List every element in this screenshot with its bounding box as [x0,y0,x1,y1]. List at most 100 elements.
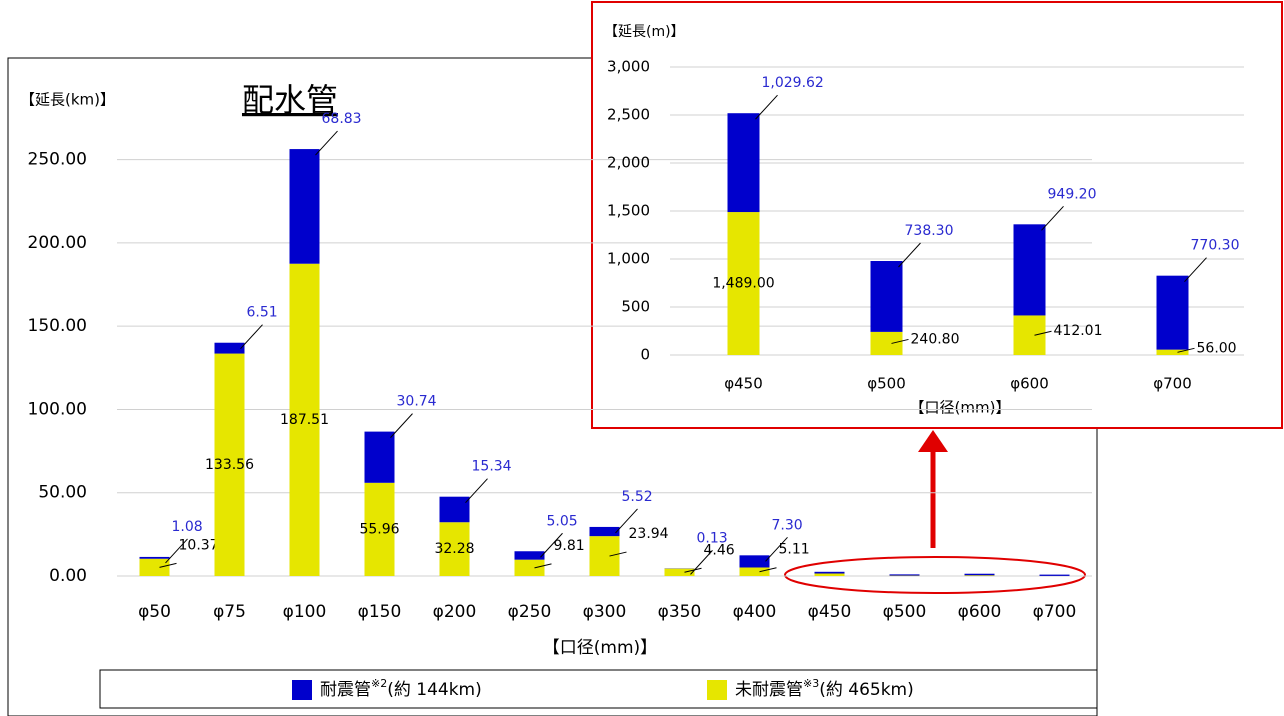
x-tick-label: φ200 [433,602,477,622]
value-label: 949.20 [1048,186,1097,202]
x-tick-label: φ100 [283,602,327,622]
value-label: 1,029.62 [762,75,824,91]
leader-line [315,130,338,156]
value-label: 56.00 [1197,340,1237,356]
y-tick-label: 100.00 [28,399,87,419]
legend-swatch [707,680,727,700]
inset-y-axis-label: 【延長(m)】 [604,24,685,40]
bar-segment [289,263,320,576]
leader-line [1184,257,1207,283]
value-label: 10.37 [179,537,219,553]
bar-segment [1156,275,1189,350]
leader-line [165,538,188,564]
y-tick-label: 2,500 [607,106,650,124]
inset-panel [591,1,1283,429]
inset-x-axis-label: 【口径(mm)】 [910,399,1011,417]
bar-segment [870,261,903,332]
leader-line [540,532,563,558]
bar-segment [1039,574,1070,576]
leader-line [1034,330,1052,336]
arrow-head [918,430,948,452]
value-label: 187.51 [280,412,329,428]
value-label: 240.80 [911,331,960,347]
value-label: 412.01 [1054,323,1103,339]
bar-segment [727,212,760,355]
y-tick-label: 1,500 [607,202,650,220]
legend-total: (約 144km) [387,680,482,700]
bar-segment [214,342,245,354]
y-tick-label: 250.00 [28,150,87,170]
leader-line [755,94,778,120]
x-tick-label: φ500 [883,602,927,622]
leader-line [159,562,177,568]
x-tick-label: φ700 [1033,602,1077,622]
value-label: 68.83 [322,111,362,127]
bar-segment [364,431,395,483]
leader-line [898,242,921,268]
x-tick-label: φ50 [138,602,171,622]
bar-segment [1156,349,1189,355]
bar-segment [589,526,620,537]
y-tick-label: 50.00 [38,483,87,503]
value-label: 133.56 [205,457,254,473]
bar-segment [1013,224,1046,316]
y-tick-label: 1,000 [607,250,650,268]
value-label: 15.34 [472,459,512,475]
bar-segment [664,568,695,576]
value-label: 1,489.00 [712,276,774,292]
x-tick-label: φ500 [867,375,906,393]
x-tick-label: φ150 [358,602,402,622]
bar-segment [814,573,845,576]
bar-segment [514,559,545,576]
value-label: 55.96 [359,521,399,537]
x-tick-label: φ300 [583,602,627,622]
y-tick-label: 0.00 [49,566,87,586]
legend-note: ※2 [371,677,387,690]
x-tick-label: φ450 [724,375,763,393]
bar-segment [439,522,470,576]
bar-segment [814,571,845,574]
value-label: 23.94 [629,526,669,542]
bar-segment [514,551,545,560]
leader-line [390,413,413,438]
leader-line [690,550,713,575]
legend-entry: 未耐震管※3(約 465km) [735,677,914,700]
value-label: 7.30 [772,517,803,533]
y-axis-label: 【延長(km)】 [20,91,115,109]
bar-segment [739,555,770,568]
leader-line [891,338,909,344]
bar-segment [964,573,995,576]
highlight-ellipse [784,556,1086,594]
x-tick-label: φ600 [1010,375,1049,393]
y-tick-label: 2,000 [607,154,650,172]
value-label: 5.52 [622,489,653,505]
value-label: 9.81 [554,538,585,554]
legend-total: (約 465km) [819,680,914,700]
bar-segment [889,574,920,576]
x-tick-label: φ700 [1153,375,1192,393]
legend-entry: 耐震管※2(約 144km) [320,677,482,700]
leader-line [765,536,788,562]
bar-segment [589,536,620,576]
bar-segment [870,331,903,355]
bar-segment [214,353,245,576]
legend-swatch [292,680,312,700]
value-label: 5.11 [779,542,810,558]
x-tick-label: φ400 [733,602,777,622]
bar-segment [727,113,760,213]
bar-segment [439,496,470,523]
leader-line [759,567,777,573]
leader-line [1177,347,1195,353]
value-label: 5.05 [547,513,578,529]
value-label: 4.46 [704,542,735,558]
legend-name: 未耐震管 [735,680,803,700]
legend-box [99,669,1098,709]
x-tick-label: φ250 [508,602,552,622]
value-label: 738.30 [905,223,954,239]
value-label: 32.28 [434,541,474,557]
bar-segment [364,482,395,576]
y-tick-label: 3,000 [607,58,650,76]
legend-name: 耐震管 [320,680,371,700]
leader-line [684,567,702,573]
